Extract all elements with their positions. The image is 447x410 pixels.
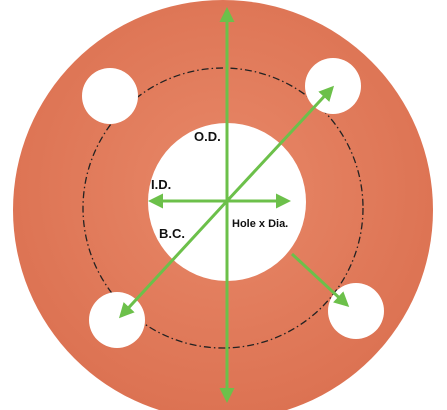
hole-diameter-label: Hole x Dia. [232, 218, 288, 230]
bolt-hole-top-left [82, 68, 138, 124]
bc-dimension-arrow-upper [225, 85, 335, 203]
bolt-hole-bottom-right [328, 283, 384, 339]
bolt-hole-top-right [305, 58, 361, 114]
hole-leader-arrow [290, 252, 350, 308]
bolt-circle [82, 67, 364, 349]
bc-dimension-arrow-lower [118, 199, 229, 319]
id-label: I.D. [151, 177, 171, 192]
od-label: O.D. [194, 129, 221, 144]
bc-label: B.C. [159, 226, 185, 241]
